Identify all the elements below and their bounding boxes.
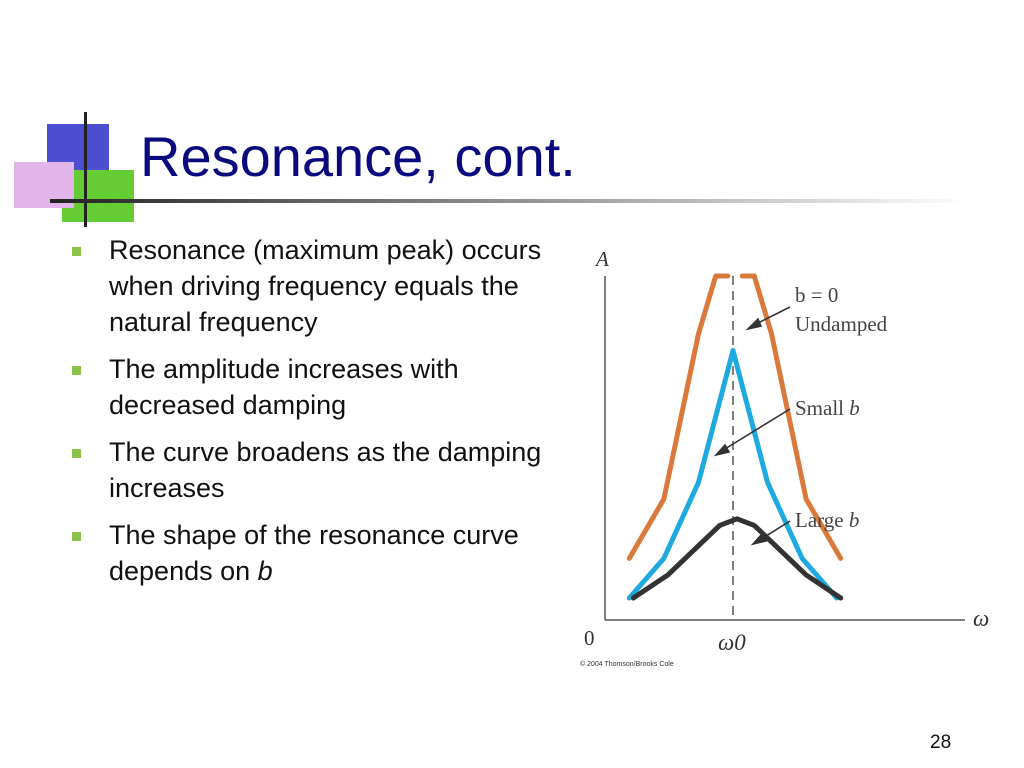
undamped-label-line2: Undamped [795, 312, 888, 336]
resonance-chart: A ω 0 ω0 © 2004 Thomson/Brooks Cole b = … [580, 247, 989, 668]
bullet-text: Resonance (maximum peak) occurs when dri… [109, 235, 542, 337]
omega-zero-label: ω0 [718, 630, 746, 655]
curves-group [626, 273, 844, 601]
large-b-arrow-head-icon [750, 532, 768, 546]
bullet-italic-variable: b [257, 556, 273, 586]
undamped-arrow-head-icon [745, 317, 763, 331]
bullet-text: The amplitude increases with decreased d… [109, 354, 459, 420]
large-b-label: Large b [795, 508, 859, 532]
series-labels: b = 0 Undamped Small b Large b [795, 283, 888, 532]
bullet-text: The shape of the resonance curve depends… [109, 520, 519, 586]
undamped-label-line1: b = 0 [795, 283, 838, 307]
small-b-arrow [719, 408, 791, 453]
large-b-label-word: Large [795, 508, 844, 532]
title-decoration [14, 112, 134, 227]
y-axis-label: A [594, 247, 609, 271]
bullet-square-icon [72, 247, 81, 256]
small-b-label-var: b [849, 396, 860, 420]
label-arrows [713, 306, 791, 546]
bullet-list: Resonance (maximum peak) occurs when dri… [70, 232, 550, 600]
bullet-item: The amplitude increases with decreased d… [70, 351, 550, 423]
bullet-square-icon [72, 366, 81, 375]
page-number: 28 [930, 732, 952, 753]
series-curve-2 [630, 516, 844, 601]
bullet-square-icon [72, 449, 81, 458]
series-curve-0 [626, 273, 844, 561]
series-curve-1 [626, 348, 840, 601]
origin-label: 0 [584, 626, 595, 650]
bullet-item: Resonance (maximum peak) occurs when dri… [70, 232, 550, 340]
bullet-item: The shape of the resonance curve depends… [70, 517, 550, 589]
copyright-text: © 2004 Thomson/Brooks Cole [580, 660, 674, 668]
title-underline [50, 199, 970, 203]
small-b-label: Small b [795, 396, 860, 420]
decor-vertical-line [84, 112, 87, 227]
bullet-text: The curve broadens as the damping increa… [109, 437, 542, 503]
small-b-label-word: Small [795, 396, 844, 420]
x-axis-label: ω [973, 606, 989, 631]
large-b-label-var: b [849, 508, 860, 532]
small-b-arrow-head-icon [713, 443, 731, 457]
bullet-square-icon [72, 532, 81, 541]
slide-title: Resonance, cont. [140, 125, 576, 188]
bullet-item: The curve broadens as the damping increa… [70, 434, 550, 506]
